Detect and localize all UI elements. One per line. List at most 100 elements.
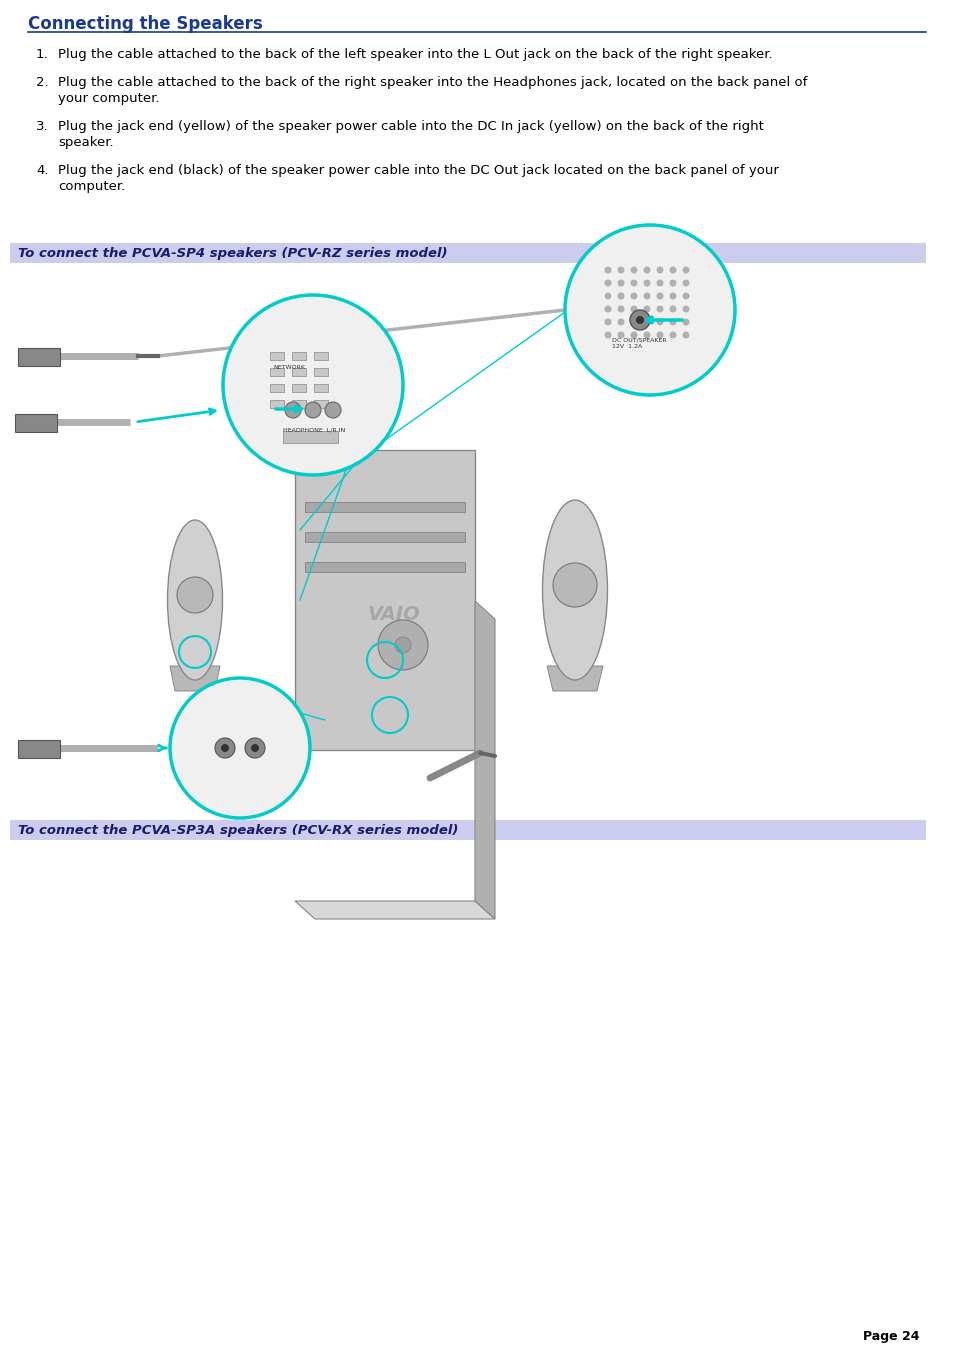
FancyBboxPatch shape [305,562,464,571]
FancyBboxPatch shape [270,400,284,408]
Circle shape [656,280,662,286]
Text: computer.: computer. [58,180,125,193]
FancyBboxPatch shape [270,367,284,376]
Circle shape [669,331,676,339]
FancyBboxPatch shape [283,431,337,443]
Circle shape [643,331,650,339]
Circle shape [177,577,213,613]
Circle shape [553,563,597,607]
FancyBboxPatch shape [10,243,925,263]
Circle shape [656,305,662,312]
Circle shape [681,293,689,300]
Polygon shape [294,901,495,919]
Circle shape [669,266,676,273]
Text: DC OUT/SPEAKER
12V  1.2A: DC OUT/SPEAKER 12V 1.2A [612,338,666,349]
Circle shape [604,305,611,312]
Circle shape [630,305,637,312]
Circle shape [617,266,624,273]
Circle shape [245,738,265,758]
Circle shape [656,266,662,273]
Circle shape [669,280,676,286]
Text: speaker.: speaker. [58,136,113,149]
Circle shape [656,319,662,326]
Circle shape [223,295,402,476]
Circle shape [395,638,411,653]
Circle shape [617,331,624,339]
Circle shape [643,293,650,300]
Text: VAIO: VAIO [367,605,420,624]
FancyBboxPatch shape [270,384,284,392]
FancyBboxPatch shape [292,400,306,408]
Circle shape [617,280,624,286]
Polygon shape [475,601,495,919]
Text: 2.: 2. [36,76,49,89]
FancyBboxPatch shape [292,384,306,392]
FancyBboxPatch shape [314,367,328,376]
Circle shape [305,403,320,417]
FancyBboxPatch shape [0,265,953,817]
Circle shape [617,293,624,300]
Text: your computer.: your computer. [58,92,159,105]
Circle shape [630,331,637,339]
Text: Page 24: Page 24 [862,1329,919,1343]
Circle shape [221,744,229,753]
Ellipse shape [168,520,222,680]
Circle shape [630,266,637,273]
FancyBboxPatch shape [270,353,284,359]
Circle shape [377,620,428,670]
Text: To connect the PCVA-SP3A speakers (PCV-RX series model): To connect the PCVA-SP3A speakers (PCV-R… [18,824,457,838]
Text: Plug the jack end (yellow) of the speaker power cable into the DC In jack (yello: Plug the jack end (yellow) of the speake… [58,120,763,132]
Circle shape [604,266,611,273]
Circle shape [636,316,643,324]
Circle shape [643,280,650,286]
FancyBboxPatch shape [292,367,306,376]
FancyBboxPatch shape [314,353,328,359]
Circle shape [681,319,689,326]
FancyBboxPatch shape [18,740,60,758]
Circle shape [630,280,637,286]
Circle shape [604,331,611,339]
Circle shape [681,266,689,273]
Circle shape [656,331,662,339]
Circle shape [681,280,689,286]
Circle shape [681,331,689,339]
Circle shape [170,678,310,817]
Polygon shape [546,666,602,690]
Circle shape [564,226,734,394]
Circle shape [643,266,650,273]
Circle shape [681,305,689,312]
Circle shape [604,293,611,300]
Circle shape [251,744,258,753]
Circle shape [604,319,611,326]
Text: Plug the cable attached to the back of the left speaker into the L Out jack on t: Plug the cable attached to the back of t… [58,49,772,61]
Text: HEADPHONE  L/R IN: HEADPHONE L/R IN [283,427,345,432]
Circle shape [669,319,676,326]
Text: Connecting the Speakers: Connecting the Speakers [28,15,262,32]
Circle shape [643,319,650,326]
FancyBboxPatch shape [18,349,60,366]
Circle shape [617,319,624,326]
Text: 3.: 3. [36,120,49,132]
FancyBboxPatch shape [305,503,464,512]
Circle shape [604,280,611,286]
Circle shape [629,309,649,330]
FancyBboxPatch shape [305,532,464,542]
Polygon shape [170,666,220,690]
Text: Plug the jack end (black) of the speaker power cable into the DC Out jack locate: Plug the jack end (black) of the speaker… [58,163,778,177]
Circle shape [630,293,637,300]
FancyBboxPatch shape [294,450,475,750]
Ellipse shape [542,500,607,680]
FancyBboxPatch shape [292,353,306,359]
FancyBboxPatch shape [10,820,925,840]
Text: Plug the cable attached to the back of the right speaker into the Headphones jac: Plug the cable attached to the back of t… [58,76,806,89]
FancyBboxPatch shape [314,384,328,392]
Circle shape [214,738,234,758]
Text: NETWORK: NETWORK [273,365,305,370]
FancyBboxPatch shape [314,400,328,408]
Circle shape [643,305,650,312]
Text: To connect the PCVA-SP4 speakers (PCV-RZ series model): To connect the PCVA-SP4 speakers (PCV-RZ… [18,247,447,259]
Circle shape [669,293,676,300]
Circle shape [617,305,624,312]
Circle shape [669,305,676,312]
FancyBboxPatch shape [15,413,57,432]
